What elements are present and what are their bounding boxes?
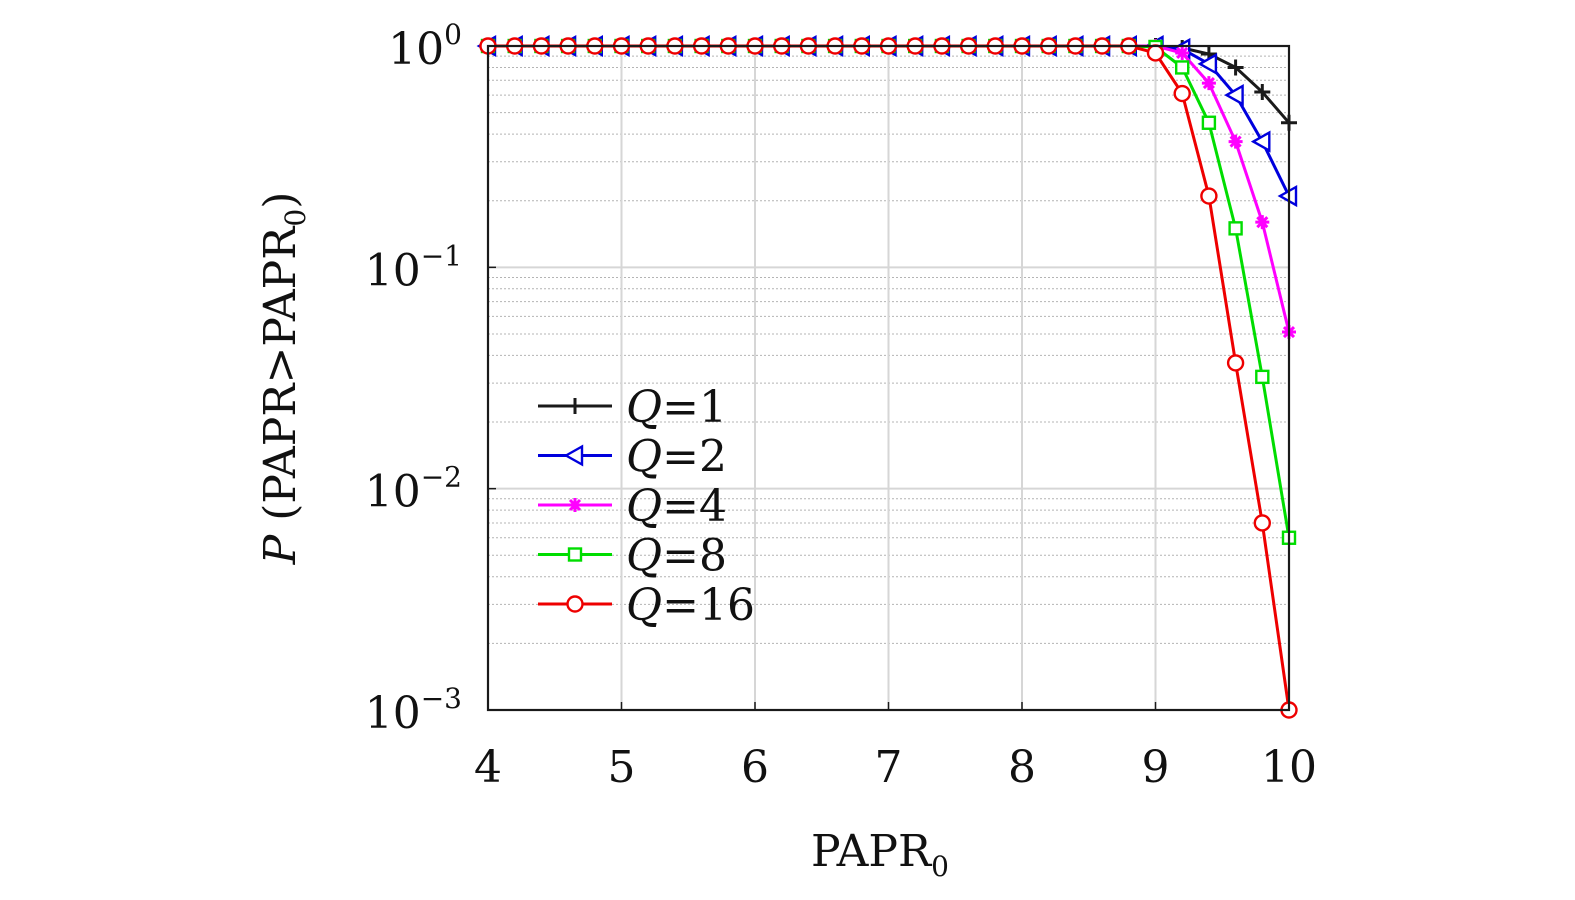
legend-marker (567, 398, 583, 414)
legend-entry: Q=8 (538, 531, 727, 582)
data-point (1201, 76, 1216, 91)
data-point (1201, 115, 1217, 130)
legend-label: Q=16 (626, 580, 755, 631)
data-point (1224, 84, 1244, 107)
y-tick-label: 10−1 (365, 239, 462, 296)
data-point (1250, 130, 1271, 153)
data-point (1173, 84, 1191, 103)
legend-label: Q=2 (626, 432, 727, 483)
data-point (1255, 369, 1270, 385)
data-point (1174, 60, 1190, 75)
data-point (1175, 45, 1190, 60)
data-point (1146, 44, 1165, 62)
tick-layer: 4 5 6 7 8 9 10 100 10−1 10−2 10−3 (365, 18, 1317, 793)
x-tick-label: 10 (1261, 742, 1317, 793)
legend-entry: Q=2 (538, 432, 727, 483)
data-point (1254, 83, 1271, 100)
x-axis-label: PAPR0 (811, 826, 949, 883)
legend: Q=1Q=2Q=4Q=8Q=16 (538, 382, 755, 631)
x-tick-label: 7 (875, 742, 903, 793)
x-tick-label: 4 (474, 742, 502, 793)
data-point (1200, 187, 1218, 205)
data-point (1228, 221, 1243, 236)
data-point (1226, 354, 1245, 372)
legend-label: Q=8 (626, 531, 727, 582)
y-axis-label: P (PAPR>PAPR0) (255, 192, 312, 566)
legend-entry: Q=1 (538, 382, 727, 433)
data-point (1227, 59, 1244, 76)
y-tick-label: 100 (388, 18, 462, 75)
x-tick-label: 8 (1008, 742, 1036, 793)
legend-label: Q=1 (626, 382, 727, 433)
data-point (1228, 134, 1243, 149)
data-point (1255, 215, 1270, 230)
legend-entry: Q=16 (538, 580, 755, 631)
legend-marker (566, 595, 584, 613)
legend-marker (567, 547, 583, 562)
data-point (1253, 514, 1272, 532)
y-tick-label: 10−2 (365, 461, 462, 518)
data-point (1197, 52, 1218, 75)
x-tick-label: 5 (608, 742, 636, 793)
legend-marker (563, 444, 584, 467)
x-tick-label: 9 (1142, 742, 1170, 793)
legend-label: Q=4 (626, 481, 727, 532)
y-tick-label: 10−3 (365, 682, 462, 739)
legend-marker (568, 498, 582, 512)
grid-layer (487, 45, 1290, 711)
x-tick-label: 6 (741, 742, 769, 793)
legend-entry: Q=4 (538, 481, 727, 532)
